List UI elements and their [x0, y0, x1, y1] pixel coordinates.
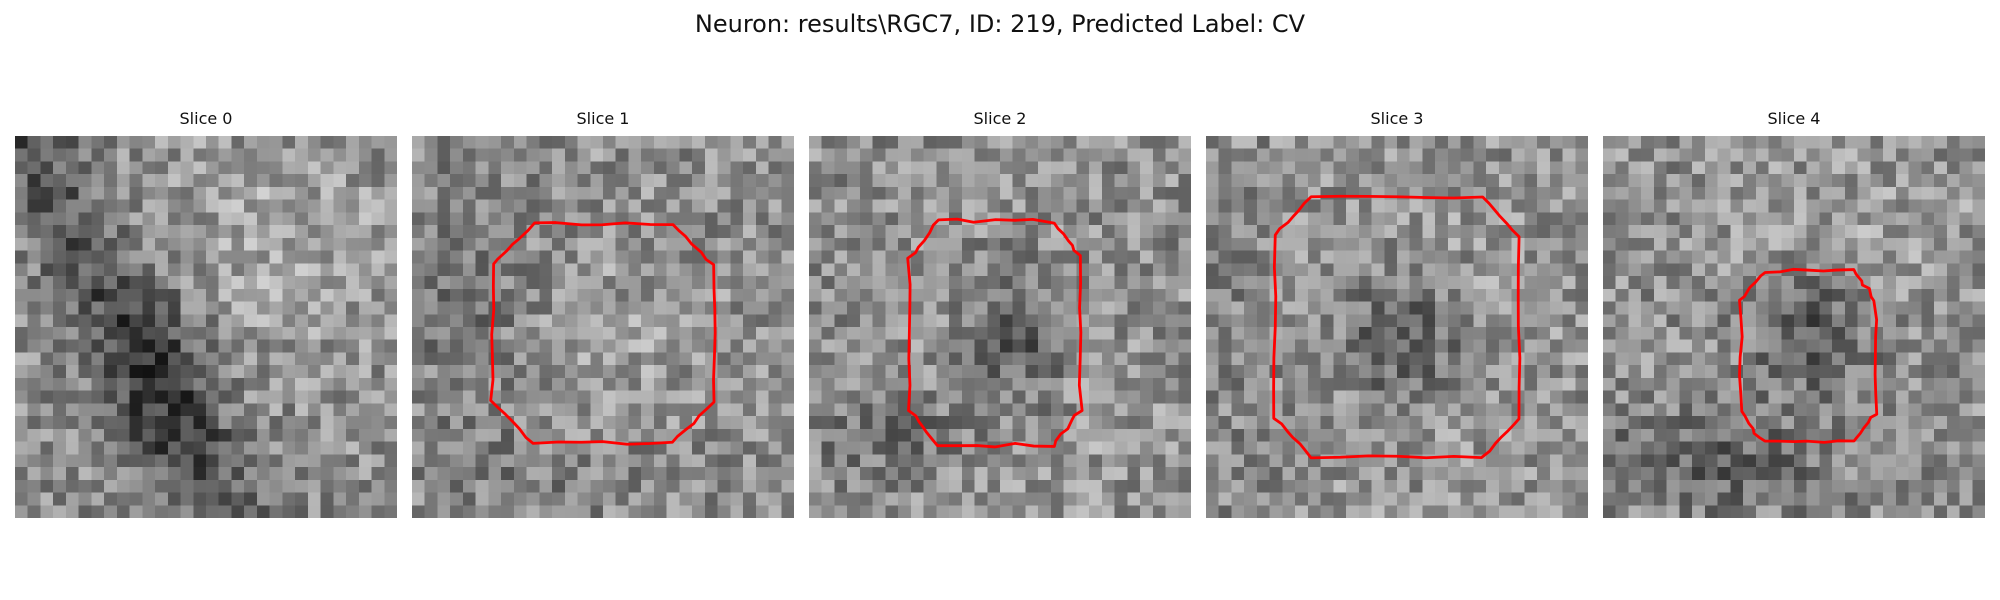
- segmentation-outline: [489, 221, 717, 446]
- slice-pixels: [1206, 136, 1588, 518]
- segmentation-outline: [1272, 194, 1522, 460]
- segmentation-outline: [1738, 267, 1879, 444]
- slice-pixels: [412, 136, 794, 518]
- slice-image: [1206, 136, 1588, 518]
- slice-image: [1603, 136, 1985, 518]
- slice-image: [809, 136, 1191, 518]
- slice-title: Slice 3: [1370, 109, 1424, 128]
- slice-image: [412, 136, 794, 518]
- slice-pixels: [1603, 136, 1985, 518]
- figure-title: Neuron: results\RGC7, ID: 219, Predicted…: [694, 10, 1306, 38]
- slice-panel-3: Slice 3: [1206, 110, 1588, 518]
- slice-title: Slice 4: [1767, 109, 1821, 128]
- slice-panel-2: Slice 2: [809, 110, 1191, 518]
- slice-panel-0: Slice 0: [15, 110, 397, 518]
- slice-pixels: [809, 136, 1191, 518]
- slice-image: [15, 136, 397, 518]
- slice-panel-1: Slice 1: [412, 110, 794, 518]
- segmentation-outline: [906, 217, 1084, 449]
- slice-panel-4: Slice 4: [1603, 110, 1985, 518]
- slice-title: Slice 1: [576, 109, 630, 128]
- slice-pixels: [15, 136, 397, 518]
- slice-title: Slice 2: [973, 109, 1027, 128]
- slice-title: Slice 0: [179, 109, 233, 128]
